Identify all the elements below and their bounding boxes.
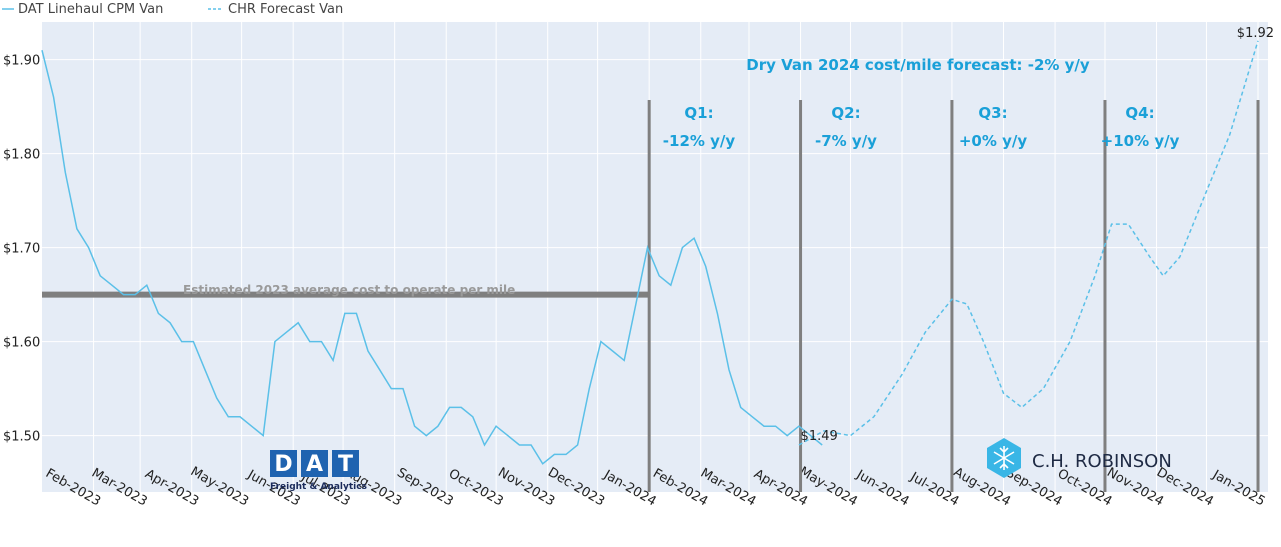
- series-line-chr-forecast: [798, 40, 1259, 446]
- q2-change: -7% y/y: [815, 132, 877, 150]
- q1-change: -12% y/y: [663, 132, 736, 150]
- series-line-dat-linehaul: [41, 50, 823, 465]
- point-label: $1.49: [801, 429, 838, 444]
- dat-logo-letter: A: [306, 452, 323, 477]
- y-tick-label: $1.80: [3, 148, 40, 163]
- forecast-headline: Dry Van 2024 cost/mile forecast: -2% y/y: [746, 56, 1090, 74]
- y-tick-label: $1.70: [3, 242, 40, 257]
- dat-logo: D A T Freight & Analytics: [270, 450, 367, 492]
- q4-change: +10% y/y: [1101, 132, 1180, 150]
- y-tick-label: $1.50: [3, 430, 40, 445]
- chr-logo: C.H. ROBINSON: [987, 438, 1172, 478]
- legend: DAT Linehaul CPM Van CHR Forecast Van: [2, 2, 343, 17]
- q3-change: +0% y/y: [959, 132, 1028, 150]
- y-axis-ticks: $1.50 $1.60 $1.70 $1.80 $1.90: [3, 54, 40, 445]
- legend-label-dat: DAT Linehaul CPM Van: [18, 2, 163, 17]
- average-cost-label: Estimated 2023 average cost to operate p…: [183, 283, 515, 297]
- point-label: $1.92: [1237, 26, 1274, 41]
- q4-title: Q4:: [1125, 104, 1154, 122]
- legend-label-chr: CHR Forecast Van: [228, 2, 343, 17]
- q1-title: Q1:: [684, 104, 713, 122]
- y-tick-label: $1.60: [3, 336, 40, 351]
- q3-title: Q3:: [978, 104, 1007, 122]
- chr-logo-text: C.H. ROBINSON: [1032, 451, 1172, 472]
- point-labels: $1.49 $1.92: [801, 26, 1274, 444]
- dat-logo-letter: T: [338, 452, 353, 477]
- quarter-labels: Q1: -12% y/y Q2: -7% y/y Q3: +0% y/y Q4:…: [663, 104, 1180, 150]
- y-tick-label: $1.90: [3, 54, 40, 69]
- dat-logo-letter: D: [274, 452, 292, 477]
- dat-logo-subtitle: Freight & Analytics: [270, 482, 367, 492]
- q2-title: Q2:: [831, 104, 860, 122]
- average-cost-annotation: Estimated 2023 average cost to operate p…: [42, 283, 650, 298]
- plot-area: [42, 22, 1268, 492]
